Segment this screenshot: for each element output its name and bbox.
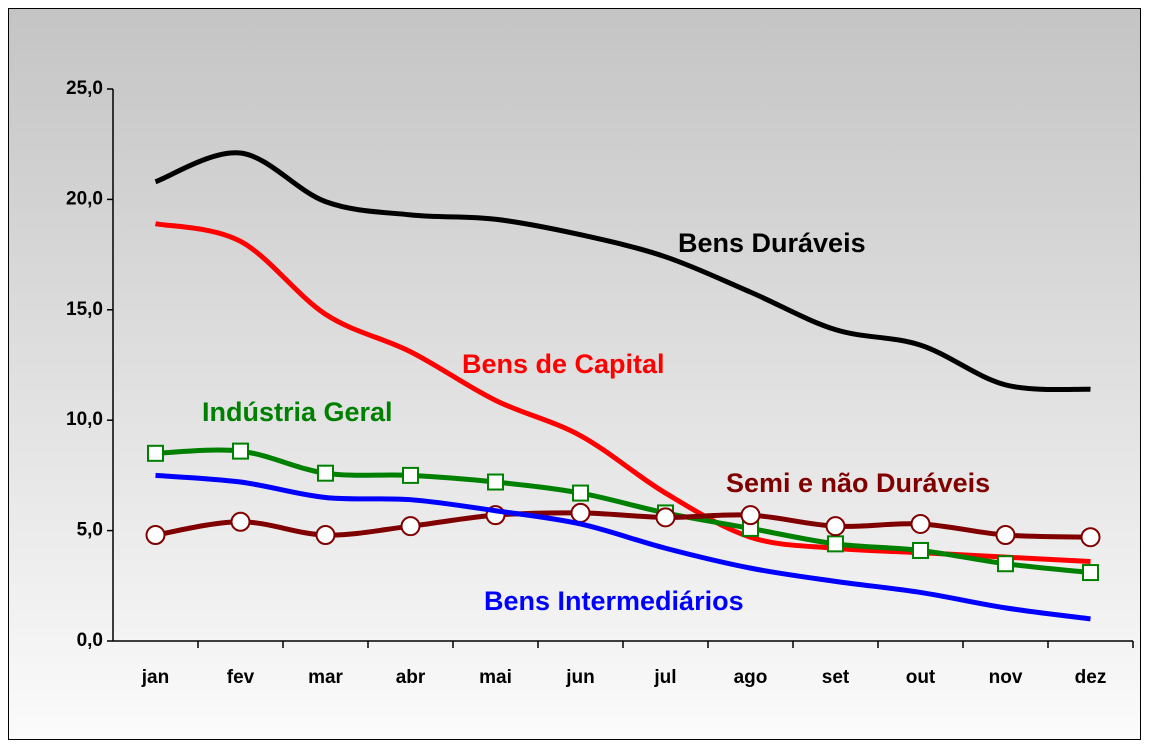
x-tick-label: out xyxy=(906,667,936,688)
marker xyxy=(1080,527,1101,548)
marker xyxy=(995,525,1016,546)
marker xyxy=(315,525,336,546)
chart-background xyxy=(8,8,1141,740)
marker xyxy=(910,513,931,534)
x-tick-label: fev xyxy=(227,667,255,688)
marker xyxy=(1082,564,1099,582)
y-tick-label: 10,0 xyxy=(66,409,103,430)
x-tick-label: jun xyxy=(565,667,595,688)
marker xyxy=(317,464,334,482)
x-tick-label: ago xyxy=(734,667,768,688)
marker xyxy=(740,505,761,526)
marker xyxy=(570,502,591,523)
x-tick-label: set xyxy=(822,667,850,688)
marker xyxy=(400,516,421,537)
marker xyxy=(572,484,589,502)
series-label: Bens Duráveis xyxy=(678,228,866,258)
x-tick-label: dez xyxy=(1075,667,1107,688)
series-line xyxy=(154,150,1091,393)
x-tick-label: jan xyxy=(141,667,169,688)
marker xyxy=(145,525,166,546)
marker xyxy=(912,541,929,559)
x-tick-label: nov xyxy=(989,667,1023,688)
series-label: Bens de Capital xyxy=(462,349,665,379)
marker xyxy=(232,442,249,460)
series-label: Bens Intermediários xyxy=(484,586,744,616)
marker xyxy=(827,535,844,553)
marker xyxy=(230,511,251,532)
marker xyxy=(825,516,846,537)
y-tick-label: 25,0 xyxy=(66,78,103,99)
series-line xyxy=(155,472,1091,622)
marker xyxy=(655,507,676,528)
series-label: Semi e não Duráveis xyxy=(726,468,990,498)
y-tick-label: 20,0 xyxy=(66,188,103,209)
marker xyxy=(487,473,504,491)
y-tick-label: 15,0 xyxy=(66,299,103,320)
marker xyxy=(402,466,419,484)
series-label: Indústria Geral xyxy=(202,397,393,427)
marker xyxy=(997,555,1014,573)
y-tick-label: 5,0 xyxy=(77,520,103,541)
marker xyxy=(147,444,164,462)
x-tick-label: mar xyxy=(308,667,343,688)
x-tick-label: jul xyxy=(653,667,676,688)
x-tick-label: abr xyxy=(396,667,426,688)
y-tick-label: 0,0 xyxy=(77,630,103,651)
x-tick-label: mai xyxy=(479,667,512,688)
